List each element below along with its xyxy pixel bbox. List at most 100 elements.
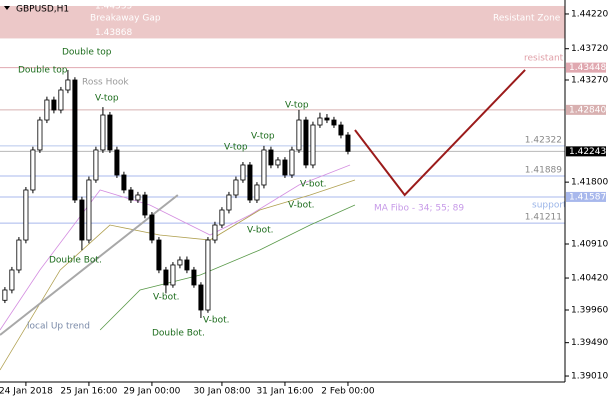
moving-average [99,204,356,331]
candle-body [317,117,323,126]
candle-body [16,239,22,271]
annotation: Double Bot. [152,329,205,339]
candle-body [331,119,337,126]
candle-body [142,194,148,216]
annotation: V-bot. [288,201,315,211]
candle-body [191,269,197,286]
annotation: resistant [524,54,564,64]
y-tick-label: 1.40420 [571,274,608,284]
candle-body [205,239,211,311]
candle-body [310,124,316,166]
annotation: Double top [62,48,112,58]
annotation-layer: 1.42322 1.41889 1.41211 Double top Double to… [18,14,567,339]
x-tick-label: 31 Jan 16:00 [256,387,313,397]
candle-body [9,269,15,291]
candle-body [212,224,218,241]
line-layer [0,69,526,371]
candle-body [289,149,295,176]
annotation: V-top [285,101,309,111]
annotation: MA Fibo - 34; 55; 89 [374,204,464,214]
annotation: Resistant Zone [493,14,561,24]
x-tick-label: 2 Feb 00:00 [321,387,375,397]
candle-body [156,239,162,271]
candle-body [93,149,99,181]
x-tick-label: 29 Jan 00:00 [123,387,180,397]
candle-body [240,164,246,181]
candle-body [121,174,127,191]
gap-zone [0,5,565,39]
y-tick-label: 1.43270 [571,75,608,85]
candle-body [324,117,330,121]
axis-layer: 1.44220 1.43720 1.43270 1.41800 1.40910 1.404… [0,9,608,396]
candle-body [44,99,50,121]
moving-average [0,179,356,371]
moving-average [0,164,351,331]
candle-body [114,149,120,176]
candle-body [296,119,302,151]
annotation: V-bot. [247,226,274,236]
candle-body [149,214,155,241]
candle-body [58,89,64,111]
zone-label: Breakaway Gap [90,14,161,24]
candle-body [198,284,204,311]
candle-body [86,179,92,241]
zone-layer: Breakaway Gap 1.44335 1.43868 [0,1,565,39]
annotation: Double top [18,66,68,76]
annotation: V-bot. [203,316,230,326]
candle-body [247,164,253,201]
annotation: local Up trend [27,322,90,332]
level-label: 1.41889 [525,165,562,175]
zone-high-label: 1.44335 [95,1,132,11]
level-box [566,104,606,115]
candle-body [261,149,267,186]
candle-body [275,159,281,166]
candle-body [170,264,176,286]
candle-body [23,189,29,241]
level-box [566,191,606,202]
annotation: V-top [95,94,119,104]
candle-body [128,189,134,201]
candle-body [268,149,274,166]
candle-body [135,194,141,201]
candle-body [65,79,71,91]
trend-line [354,69,526,197]
candle-body [177,259,183,266]
level-label: 1.41211 [525,213,562,223]
candle-body [184,259,190,271]
level-box-label: 1.42243 [569,147,606,157]
zone-low-label: 1.43868 [95,28,132,38]
x-tick-label: 30 Jan 08:00 [193,387,250,397]
x-tick-label: 25 Jan 16:00 [60,387,117,397]
annotation: V-top [224,143,248,153]
annotation: Ross Hook [82,78,129,88]
level-box-label: 1.41587 [569,192,606,202]
candle-body [107,114,113,151]
y-tick-label: 1.39490 [571,338,608,348]
candle-body [72,79,78,201]
annotation: support [532,201,567,211]
level-box-label: 1.42840 [569,105,606,115]
annotation: V-top [251,132,275,142]
title-icon [4,6,10,10]
candle-body [163,269,169,286]
candle-body [100,114,106,151]
annotation: Double Bot. [49,256,102,266]
annotation: V-bot. [300,180,327,190]
trend-line [0,194,179,336]
candle-body [37,119,43,151]
candle-body [2,289,8,301]
candle-body [219,209,225,226]
annotation: V-bot. [153,293,180,303]
level-label: 1.42322 [525,135,562,145]
level-box [566,146,606,157]
y-tick-label: 1.39960 [571,306,608,316]
candle-body [226,194,232,211]
y-tick-label: 1.44220 [571,9,608,19]
y-tick-label: 1.40910 [571,239,608,249]
candle-body [338,124,344,136]
candle-layer [2,69,351,318]
candle-body [30,149,36,191]
candle-body [254,184,260,201]
